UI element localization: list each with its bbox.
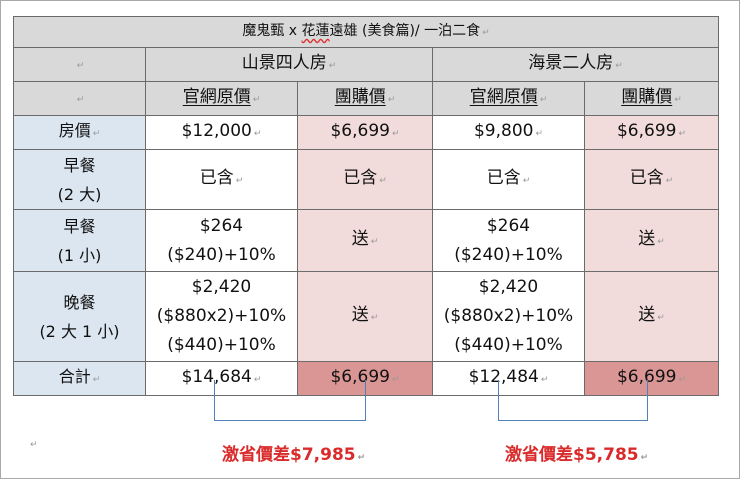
paragraph-mark-icon: ↵ xyxy=(391,375,400,385)
title-part-3: 遠雄 (美食篇)/ 一泊二食 xyxy=(329,23,481,39)
sub-header-group-1: 團購價 ↵ xyxy=(297,81,433,116)
table-cell: $2,420 ($880x2)+10% ($440)+10% xyxy=(432,271,585,362)
table-cell: $264 ($240)+10% xyxy=(432,209,585,272)
paragraph-mark-icon: ↵ xyxy=(387,95,396,105)
paragraph-mark-icon: ↵ xyxy=(678,375,687,385)
row-label: 早餐 (1 小) xyxy=(13,209,146,272)
sub-header-official-2: 官網原價 ↵ xyxy=(432,81,585,116)
paragraph-mark-icon: ↵ xyxy=(252,95,261,105)
table-cell: 已含 ↵ xyxy=(584,149,719,210)
table-row-total: 合計 ↵ $14,684 ↵ $6,699 ↵ $12,484 ↵ $6,699 ↵ xyxy=(13,361,719,396)
table-cell: 已含 ↵ xyxy=(432,149,585,210)
row-label: 房價 ↵ xyxy=(13,115,146,150)
table-title: 魔鬼甄 x 花蓮遠雄 (美食篇)/ 一泊二食 ↵ xyxy=(13,16,719,48)
table-cell: $264 ($240)+10% xyxy=(145,209,298,272)
price-type-row: ↵ 官網原價 ↵ 團購價 ↵ 官網原價 ↵ 團購價 ↵ xyxy=(13,81,719,116)
table-cell: $9,800 ↵ xyxy=(432,115,585,150)
paragraph-mark-icon: ↵ xyxy=(640,453,649,463)
sub-header-group-2: 團購價 ↵ xyxy=(584,81,719,116)
paragraph-mark-icon: ↵ xyxy=(370,313,379,323)
paragraph-mark-icon: ↵ xyxy=(540,375,549,385)
paragraph-mark-icon: ↵ xyxy=(76,95,85,105)
table-cell: 已含 ↵ xyxy=(145,149,298,210)
table-cell: 送 ↵ xyxy=(584,209,719,272)
row-label: 早餐 (2 大) xyxy=(13,149,146,210)
paragraph-mark-icon: ↵ xyxy=(357,453,366,463)
paragraph-mark-icon: ↵ xyxy=(379,176,387,186)
savings-bracket-sea xyxy=(498,380,648,421)
savings-bracket-mountain xyxy=(214,380,366,421)
corner-cell: ↵ xyxy=(13,47,146,82)
paragraph-mark-icon: ↵ xyxy=(657,237,665,247)
table-cell: $6,699 ↵ xyxy=(584,361,719,396)
table-row: 早餐 (1 小) $264 ($240)+10% 送 ↵ $264 ($240)+10%… xyxy=(13,209,719,272)
room-header-mountain: 山景四人房 ↵ xyxy=(145,47,433,82)
paragraph-mark-icon: ↵ xyxy=(522,176,531,186)
paragraph-mark-icon: ↵ xyxy=(678,129,687,139)
table-cell: $14,684 ↵ xyxy=(145,361,298,396)
table-cell: 送 ↵ xyxy=(297,209,433,272)
corner-cell: ↵ xyxy=(13,81,146,116)
sub-header-official-1: 官網原價 ↵ xyxy=(145,81,298,116)
table-cell: 送 ↵ xyxy=(297,271,433,362)
paragraph-mark-icon: ↵ xyxy=(328,61,337,71)
paragraph-mark-icon: ↵ xyxy=(539,95,548,105)
title-part-2: 花蓮 xyxy=(301,23,330,39)
paragraph-mark-icon: ↵ xyxy=(253,129,262,139)
table-cell: $6,699 ↵ xyxy=(584,115,719,150)
paragraph-mark-icon: ↵ xyxy=(482,28,490,38)
paragraph-mark-icon: ↵ xyxy=(76,61,85,71)
table-row: 房價 ↵ $12,000 ↵ $6,699 ↵ $9,800 ↵ $6,699 ↵ xyxy=(13,115,719,150)
paragraph-mark-icon: ↵ xyxy=(92,129,101,139)
row-label: 晚餐 (2 大 1 小) xyxy=(13,271,146,362)
row-label: 合計 ↵ xyxy=(13,361,146,396)
title-part-1: 魔鬼甄 x xyxy=(242,23,302,39)
price-comparison-table: 魔鬼甄 x 花蓮遠雄 (美食篇)/ 一泊二食 ↵ ↵ 山景四人房 ↵ 海景二人房 ↵ … xyxy=(13,16,719,396)
paragraph-mark-icon: ↵ xyxy=(370,237,379,247)
paragraph-mark-icon: ↵ xyxy=(235,176,244,186)
paragraph-mark-icon: ↵ xyxy=(657,313,665,323)
table-row: 早餐 (2 大) 已含 ↵ 已含 ↵ 已含 ↵ 已含 ↵ xyxy=(13,149,719,210)
paragraph-mark-icon: ↵ xyxy=(615,61,623,71)
table-cell: 已含 ↵ xyxy=(297,149,433,210)
paragraph-mark-icon: ↵ xyxy=(665,176,674,186)
table-cell: 送 ↵ xyxy=(584,271,719,362)
paragraph-mark-icon: ↵ xyxy=(30,440,38,450)
savings-label-sea: 激省價差$5,785 ↵ xyxy=(505,445,649,465)
table-cell: $12,000 ↵ xyxy=(145,115,298,150)
savings-label-mountain: 激省價差$7,985 ↵ xyxy=(222,445,366,465)
paragraph-mark-icon: ↵ xyxy=(535,129,544,139)
table-cell: $6,699 ↵ xyxy=(297,115,433,150)
paragraph-mark-icon: ↵ xyxy=(674,95,682,105)
paragraph-mark-icon: ↵ xyxy=(391,129,400,139)
room-header-row: ↵ 山景四人房 ↵ 海景二人房 ↵ xyxy=(13,47,719,82)
table-cell: $2,420 ($880x2)+10% ($440)+10% xyxy=(145,271,298,362)
table-title-row: 魔鬼甄 x 花蓮遠雄 (美食篇)/ 一泊二食 ↵ xyxy=(13,16,719,48)
room-header-sea: 海景二人房 ↵ xyxy=(432,47,719,82)
table-row: 晚餐 (2 大 1 小) $2,420 ($880x2)+10% ($440)+10%… xyxy=(13,271,719,362)
table-cell: $12,484 ↵ xyxy=(432,361,585,396)
paragraph-mark-icon: ↵ xyxy=(92,375,101,385)
paragraph-mark-icon: ↵ xyxy=(253,375,262,385)
